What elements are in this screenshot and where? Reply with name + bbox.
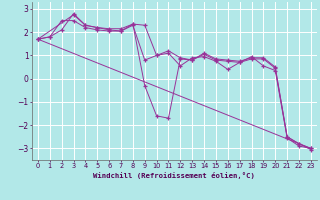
X-axis label: Windchill (Refroidissement éolien,°C): Windchill (Refroidissement éolien,°C) bbox=[93, 172, 255, 179]
